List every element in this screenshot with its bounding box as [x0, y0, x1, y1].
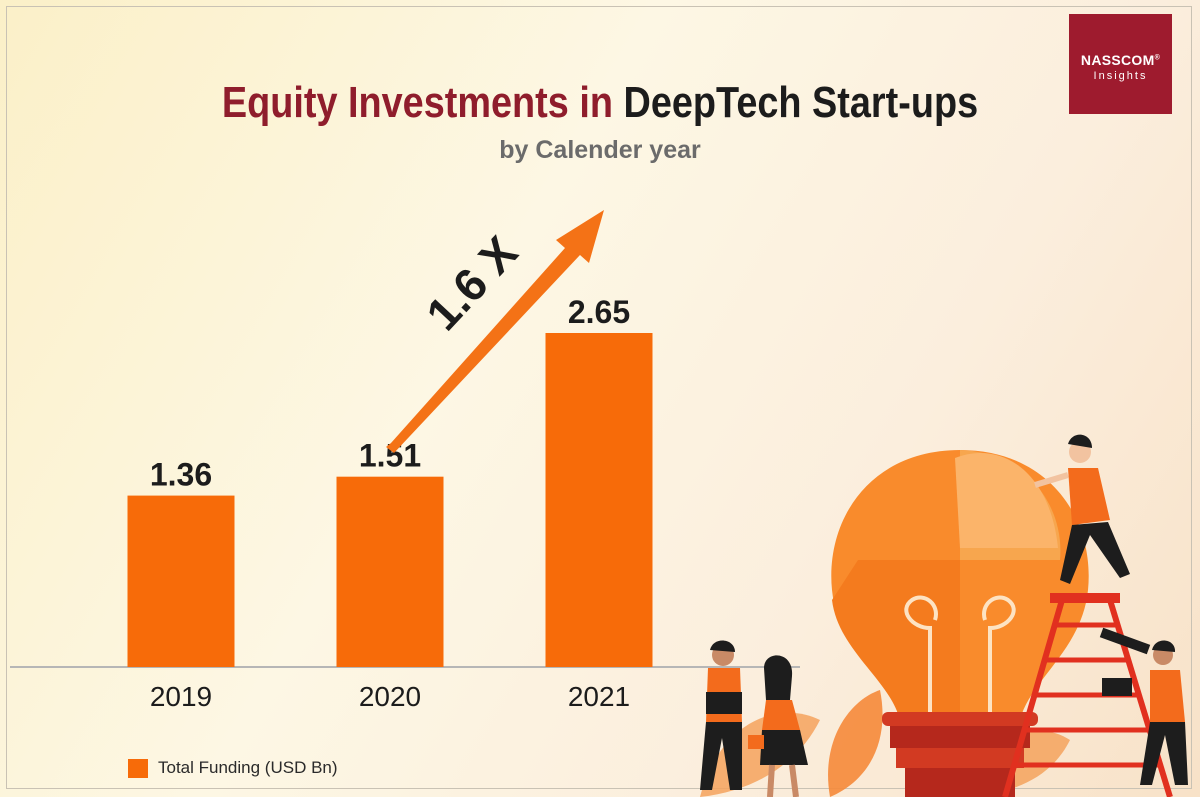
- title-main: DeepTech Start-ups: [623, 78, 979, 127]
- data-labels-group: 1.36 1.51 2.65: [150, 294, 630, 493]
- data-label-2021: 2.65: [568, 294, 630, 330]
- data-label-2020: 1.51: [359, 438, 421, 474]
- tick-label-2020: 2020: [359, 681, 421, 712]
- tick-labels-group: 2019 2020 2021: [150, 681, 630, 712]
- legend-swatch: [128, 759, 148, 778]
- nasscom-logo: NASSCOM® Insights: [1069, 14, 1172, 114]
- logo-brand: NASSCOM®: [1080, 52, 1161, 68]
- chart-subtitle: by Calender year: [499, 136, 701, 164]
- legend-label: Total Funding (USD Bn): [158, 758, 338, 777]
- bar-2020: [336, 476, 444, 667]
- bar-2019: [127, 495, 235, 667]
- data-label-2019: 1.36: [150, 457, 212, 493]
- logo-sub: Insights: [1093, 70, 1148, 82]
- chart-title: Equity Investments in DeepTech Start-ups: [84, 78, 1116, 128]
- tick-label-2019: 2019: [150, 681, 212, 712]
- lightbulb-illustration-icon: [700, 434, 1188, 797]
- growth-arrow-icon: [386, 210, 604, 453]
- bars-group: [127, 333, 653, 667]
- title-accent: Equity Investments in: [221, 78, 613, 127]
- bar-2021: [545, 333, 653, 667]
- tick-label-2021: 2021: [568, 681, 630, 712]
